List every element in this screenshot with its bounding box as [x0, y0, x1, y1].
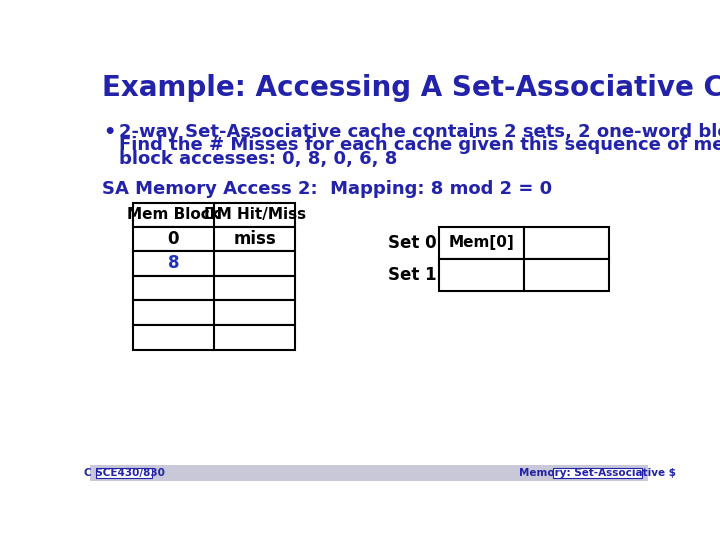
Text: Memory: Set-Associative $: Memory: Set-Associative $	[518, 468, 676, 478]
Bar	[132, 325, 295, 350]
Bar	[553, 468, 642, 478]
Text: Set 0: Set 0	[388, 234, 437, 252]
Text: Set 1: Set 1	[388, 266, 437, 284]
Text: Mem[0]: Mem[0]	[449, 235, 514, 250]
Text: •: •	[103, 123, 115, 141]
Bar	[438, 259, 524, 291]
Text: 8: 8	[168, 254, 179, 273]
Text: block accesses: 0, 8, 0, 6, 8: block accesses: 0, 8, 0, 6, 8	[119, 150, 397, 168]
Bar	[96, 468, 152, 478]
Bar	[132, 204, 295, 226]
Bar	[132, 251, 295, 276]
Bar	[90, 465, 648, 481]
Bar	[524, 259, 609, 291]
Text: Example: Accessing A Set-Associative Cache: Example: Accessing A Set-Associative Cac…	[102, 74, 720, 102]
Bar	[524, 226, 609, 259]
Bar	[132, 300, 295, 325]
Text: Find the # Misses for each cache given this sequence of memory: Find the # Misses for each cache given t…	[119, 137, 720, 154]
Bar	[132, 226, 295, 251]
Text: Mem Block: Mem Block	[127, 207, 220, 222]
Text: SA Memory Access 2:  Mapping: 8 mod 2 = 0: SA Memory Access 2: Mapping: 8 mod 2 = 0	[102, 180, 552, 198]
Text: DM Hit/Miss: DM Hit/Miss	[204, 207, 306, 222]
Text: miss: miss	[233, 230, 276, 248]
Text: C SCE430/830: C SCE430/830	[84, 468, 165, 478]
Text: 2-way Set-Associative cache contains 2 sets, 2 one-word blocks each.: 2-way Set-Associative cache contains 2 s…	[119, 123, 720, 140]
Text: 0: 0	[168, 230, 179, 248]
Bar	[132, 276, 295, 300]
Bar	[438, 226, 524, 259]
